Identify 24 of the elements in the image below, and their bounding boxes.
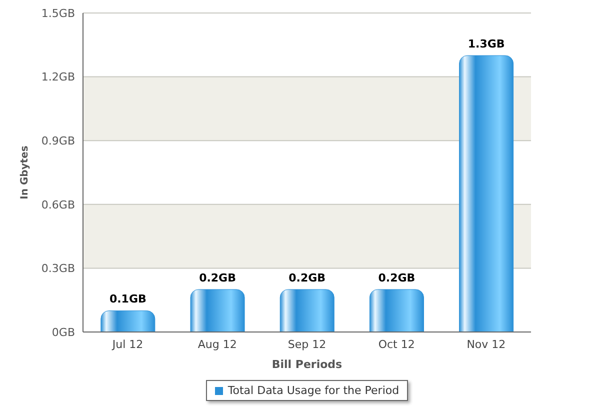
x-tick-label: Oct 12: [378, 338, 415, 351]
data-label: 0.2GB: [288, 271, 326, 284]
bar: [100, 310, 156, 332]
y-axis-title: In Gbytes: [20, 146, 31, 200]
bar: [459, 55, 514, 332]
x-tick-label: Jul 12: [111, 338, 144, 351]
y-tick-label: 0.9GB: [41, 134, 75, 148]
y-tick-label: 0GB: [52, 326, 75, 339]
y-tick-label: 1.2GB: [41, 70, 75, 84]
bar: [190, 289, 245, 332]
x-axis-title: Bill Periods: [272, 358, 343, 371]
bar: [369, 289, 424, 332]
data-label: 1.3GB: [468, 38, 505, 51]
y-tick-label: 0.6GB: [41, 198, 75, 212]
bar: [280, 289, 334, 332]
x-tick-label: Sep 12: [288, 338, 326, 351]
y-tick-label: 1.5GB: [41, 6, 75, 20]
x-tick-label: Aug 12: [198, 338, 237, 351]
data-label: 0.2GB: [199, 271, 236, 284]
data-label: 0.1GB: [109, 292, 146, 306]
data-label: 0.2GB: [378, 271, 416, 284]
x-tick-label: Nov 12: [466, 338, 506, 351]
legend-label: Total Data Usage for the Period: [226, 384, 400, 397]
y-tick-label: 0.3GB: [41, 262, 75, 276]
